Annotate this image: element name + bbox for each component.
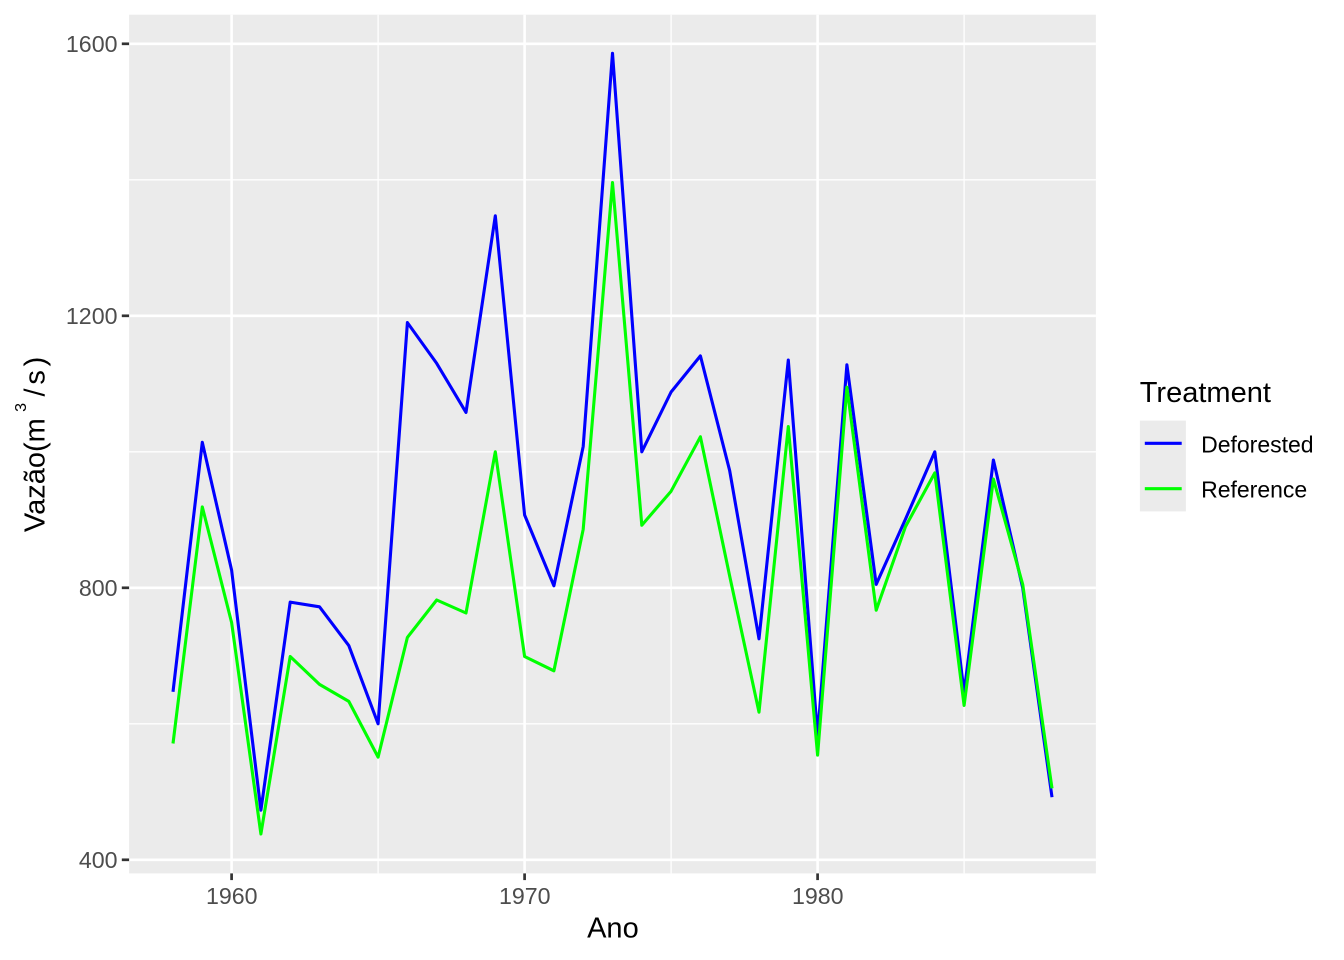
svg-text:1960: 1960 [206, 883, 258, 909]
svg-text:1980: 1980 [792, 883, 844, 909]
svg-text:Treatment: Treatment [1140, 377, 1271, 409]
svg-text:Deforested: Deforested [1201, 431, 1314, 457]
svg-text:1600: 1600 [66, 31, 118, 57]
svg-text:800: 800 [79, 575, 118, 601]
svg-text:Ano: Ano [587, 913, 639, 945]
svg-text:400: 400 [79, 847, 118, 873]
svg-text:Reference: Reference [1201, 477, 1307, 503]
svg-text:1200: 1200 [66, 303, 118, 329]
svg-text:1970: 1970 [499, 883, 551, 909]
